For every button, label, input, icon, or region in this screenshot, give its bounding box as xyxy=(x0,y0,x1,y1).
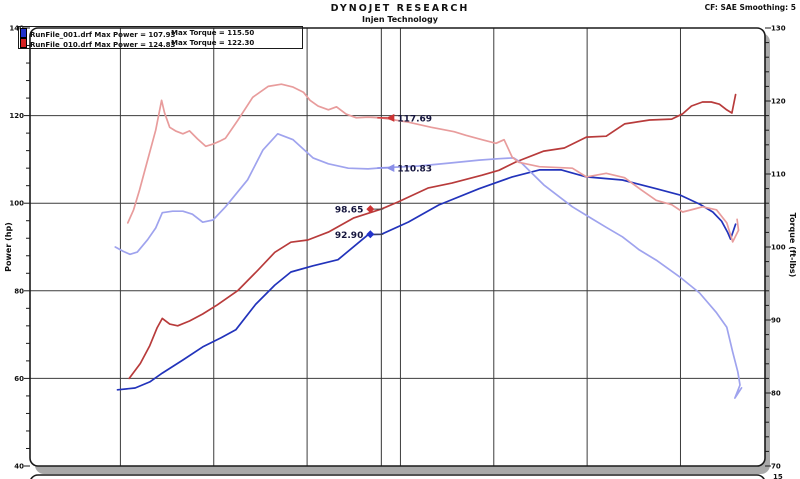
curve-runfile-001-drf-torque xyxy=(114,132,743,399)
tick-label: 120 xyxy=(9,112,24,120)
series-swatch-run2 xyxy=(20,38,27,48)
tick-label: 100 xyxy=(771,244,786,252)
diamond-icon xyxy=(366,230,375,239)
tick-label: 120 xyxy=(771,98,786,106)
gridlines xyxy=(30,28,765,466)
legend-run2-power: RunFile_010.drf Max Power = 124.83 xyxy=(30,41,176,49)
cursor-value-label: 98.65 xyxy=(335,206,363,216)
cursor-markers: 117.69 110.83 98.65 92.90 xyxy=(335,113,432,241)
legend-run1-power: RunFile_001.drf Max Power = 107.93 xyxy=(30,31,176,39)
plot-border xyxy=(29,27,766,467)
tick-label: 100 xyxy=(9,200,24,208)
tick-label: 90 xyxy=(771,317,781,325)
legend-row-run2: RunFile_010.drf Max Power = 124.83 Max T… xyxy=(19,38,302,49)
power-axis-title: Power (hp) xyxy=(4,222,13,272)
legend-run1-torque: Max Torque = 115.50 xyxy=(171,29,255,37)
arrow-left-icon xyxy=(386,113,395,122)
cursor-value-label: 110.83 xyxy=(397,164,432,174)
tick-label: 70 xyxy=(771,463,781,471)
cursor-value-label: 117.69 xyxy=(397,114,432,124)
legend-row-run1: RunFile_001.drf Max Power = 107.93 Max T… xyxy=(19,28,302,39)
tick-label: 110 xyxy=(771,171,786,179)
tick-label: 140 xyxy=(9,25,24,33)
tick-label: 60 xyxy=(14,375,24,383)
tick-label: 80 xyxy=(771,390,781,398)
tick-label: 130 xyxy=(771,25,786,33)
curve-runfile-001-drf-power xyxy=(116,169,737,391)
correction-smoothing-info: CF: SAE Smoothing: 5 xyxy=(704,3,796,12)
tick-label: 40 xyxy=(14,463,24,471)
legend-run2-torque: Max Torque = 122.30 xyxy=(171,39,255,47)
diamond-icon xyxy=(366,205,375,214)
page-title: DYNOJET RESEARCH xyxy=(330,3,470,14)
next-panel-tick-label: 15 xyxy=(773,473,783,479)
torque-axis-title: Torque (ft-lbs) xyxy=(788,213,797,278)
plot-background xyxy=(30,28,765,466)
page-subtitle: Injen Technology xyxy=(362,15,438,24)
axis-ticks: 140 120 100 80 60 40 130 120 110 100 90 80 70 xyxy=(9,25,785,471)
curve-runfile-010-drf-power xyxy=(128,93,737,380)
next-chart-panel xyxy=(30,474,765,479)
legend-box: RunFile_001.drf Max Power = 107.93 Max T… xyxy=(18,26,303,49)
curve-runfile-010-drf-torque xyxy=(126,83,740,243)
cursor-value-label: 92.90 xyxy=(335,231,363,241)
arrow-left-icon xyxy=(386,163,395,172)
series-swatch-run1 xyxy=(20,28,27,38)
tick-label: 80 xyxy=(14,287,24,295)
